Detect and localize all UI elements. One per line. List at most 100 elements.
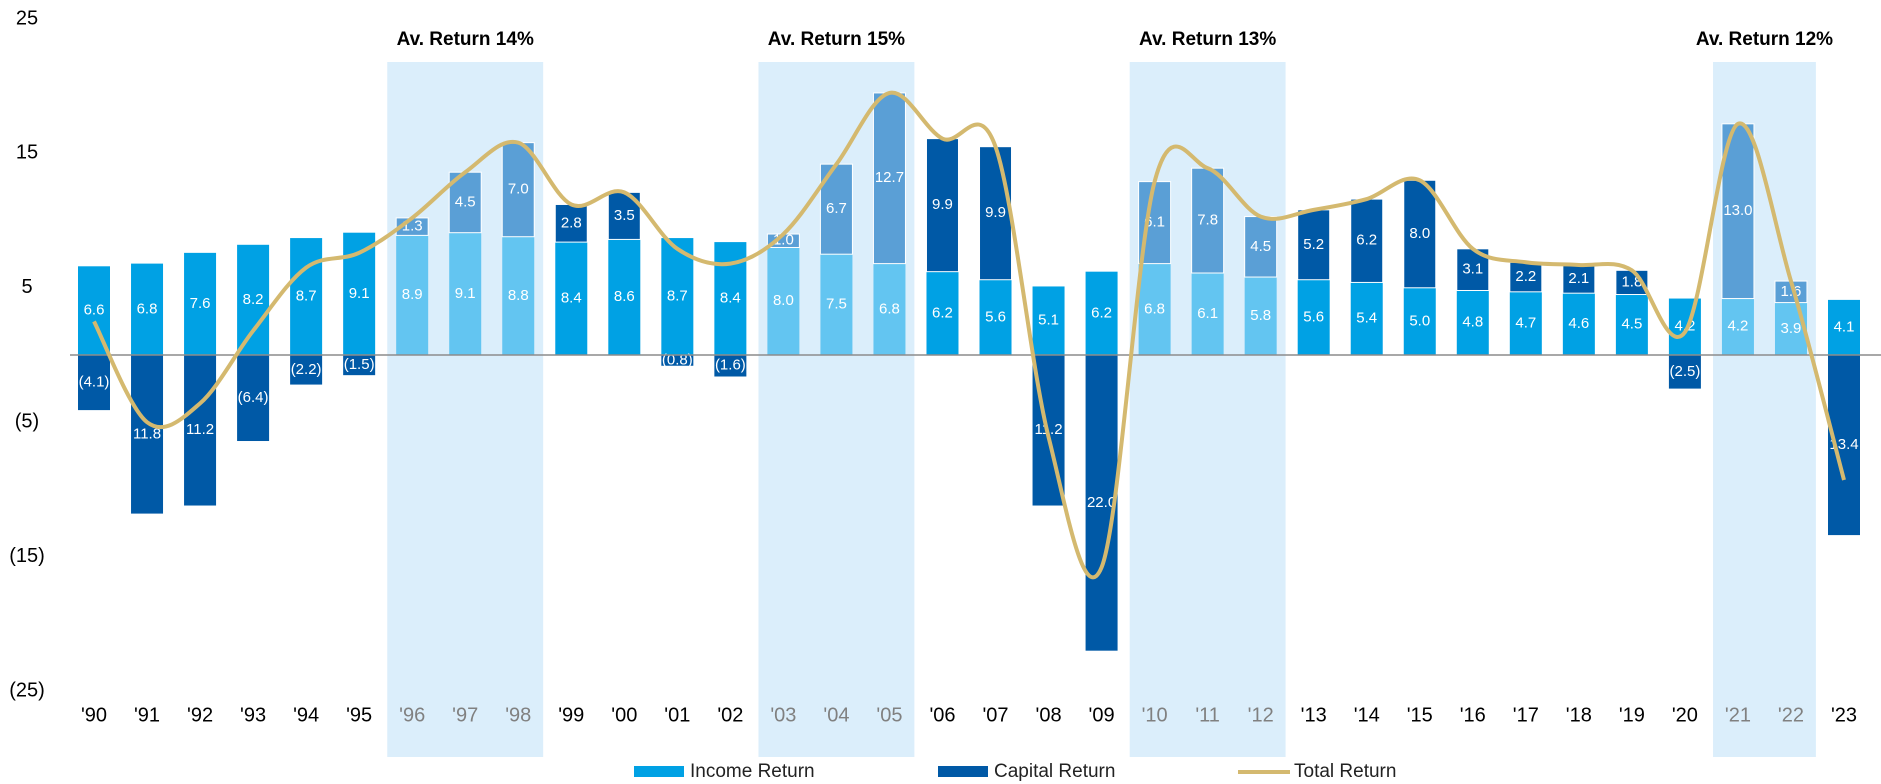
bar [873,263,906,355]
bar-label: 8.4 [561,290,582,307]
x-tick-label: '15 [1407,704,1433,726]
x-tick-label: '23 [1831,704,1857,726]
y-tick-label: 5 [21,276,32,298]
bar-label: 9.9 [985,204,1006,221]
bar [1456,290,1489,355]
bar [1297,209,1331,281]
bar-label: (2.5) [1669,363,1700,380]
bar [1244,277,1277,355]
legend-swatch [634,766,684,777]
bar-label: 2.1 [1568,270,1589,287]
bar-label: (1.6) [715,357,746,374]
bar-label: 6.8 [137,300,158,317]
bar [237,244,270,355]
x-tick-label: '22 [1778,704,1804,726]
bar-label: 6.1 [1197,305,1218,322]
x-tick-label: '14 [1354,704,1380,726]
x-tick-label: '04 [823,704,849,726]
x-tick-label: '13 [1301,704,1327,726]
bar-label: 9.9 [932,196,953,213]
x-tick-label: '98 [505,704,531,726]
bar [449,232,482,355]
x-tick-label: '94 [293,704,319,726]
bar-label: 5.6 [985,308,1006,325]
bar [714,355,747,377]
x-tick-label: '02 [717,704,743,726]
bar [1403,287,1436,355]
legend-label: Total Return [1294,761,1396,782]
legend-label: Capital Return [994,761,1115,782]
bar [1191,273,1224,355]
x-tick-label: '95 [346,704,372,726]
bar [555,242,588,355]
legend-swatch [938,766,988,777]
bar [290,355,323,385]
bar-label: 4.2 [1728,318,1749,335]
bar-label: (2.2) [291,361,322,378]
bar-label: 4.5 [1621,316,1642,333]
bar-label: 8.7 [667,288,688,305]
x-tick-label: '97 [452,704,478,726]
bar-label: (4.1) [79,374,110,391]
x-tick-label: '90 [81,704,107,726]
y-tick-label: 15 [16,142,38,164]
x-tick-label: '99 [558,704,584,726]
bar-label: 4.5 [455,193,476,210]
line [92,90,1846,580]
bar [872,92,906,265]
bar [1032,286,1065,355]
bar [1668,355,1701,389]
x-tick-label: '11 [1195,704,1220,726]
bar-label: 8.8 [508,287,529,304]
bar-label: 22.0 [1087,494,1116,511]
bar-label: 4.8 [1462,314,1483,331]
bar-label: 5.1 [1038,312,1059,329]
bar-label: 4.1 [1834,318,1855,335]
bar-label: 6.7 [826,200,847,217]
bar-label: 1.0 [773,232,794,249]
bar-label: 12.7 [875,169,904,186]
bar-label: 5.4 [1356,310,1377,327]
y-tick-label: (5) [15,410,39,432]
x-tick-label: '17 [1513,704,1539,726]
bar-label: 6.8 [1144,300,1165,317]
bar-label: 3.1 [1462,261,1483,278]
bar [1085,271,1118,355]
bar-label: (6.4) [238,389,269,406]
bar [1244,216,1278,278]
x-tick-label: '16 [1460,704,1486,726]
bar-label: 6.2 [1356,232,1377,249]
x-tick-label: '01 [664,704,690,726]
bar-label: 8.7 [296,288,317,305]
bar [1562,264,1596,294]
x-tick-label: '93 [240,704,266,726]
x-tick-label: '91 [134,704,160,726]
bar [396,235,429,355]
legend-label: Income Return [690,761,815,782]
bar [131,355,164,514]
bar [1615,294,1648,355]
bar [979,146,1013,281]
bar-label: 5.2 [1303,236,1324,253]
bar [184,355,217,506]
bar [1350,198,1384,283]
x-tick-label: '12 [1248,704,1274,726]
x-tick-label: '18 [1566,704,1592,726]
bar [184,252,217,355]
period-label: Av. Return 13% [1139,29,1276,50]
bar [1297,279,1330,355]
bar [1828,299,1860,355]
bar-label: 13.0 [1723,202,1752,219]
bar [820,254,853,355]
period-label: Av. Return 12% [1696,29,1833,50]
x-tick-label: '19 [1619,704,1645,726]
bar-label: 7.0 [508,181,529,198]
y-tick-label: (25) [9,679,45,701]
x-tick-label: '92 [187,704,213,726]
bar-label: 7.8 [1197,212,1218,229]
bar [1562,293,1595,355]
bar-label: 4.5 [1250,238,1271,255]
bar-label: 8.6 [614,288,635,305]
bar-label: 8.0 [773,292,794,309]
